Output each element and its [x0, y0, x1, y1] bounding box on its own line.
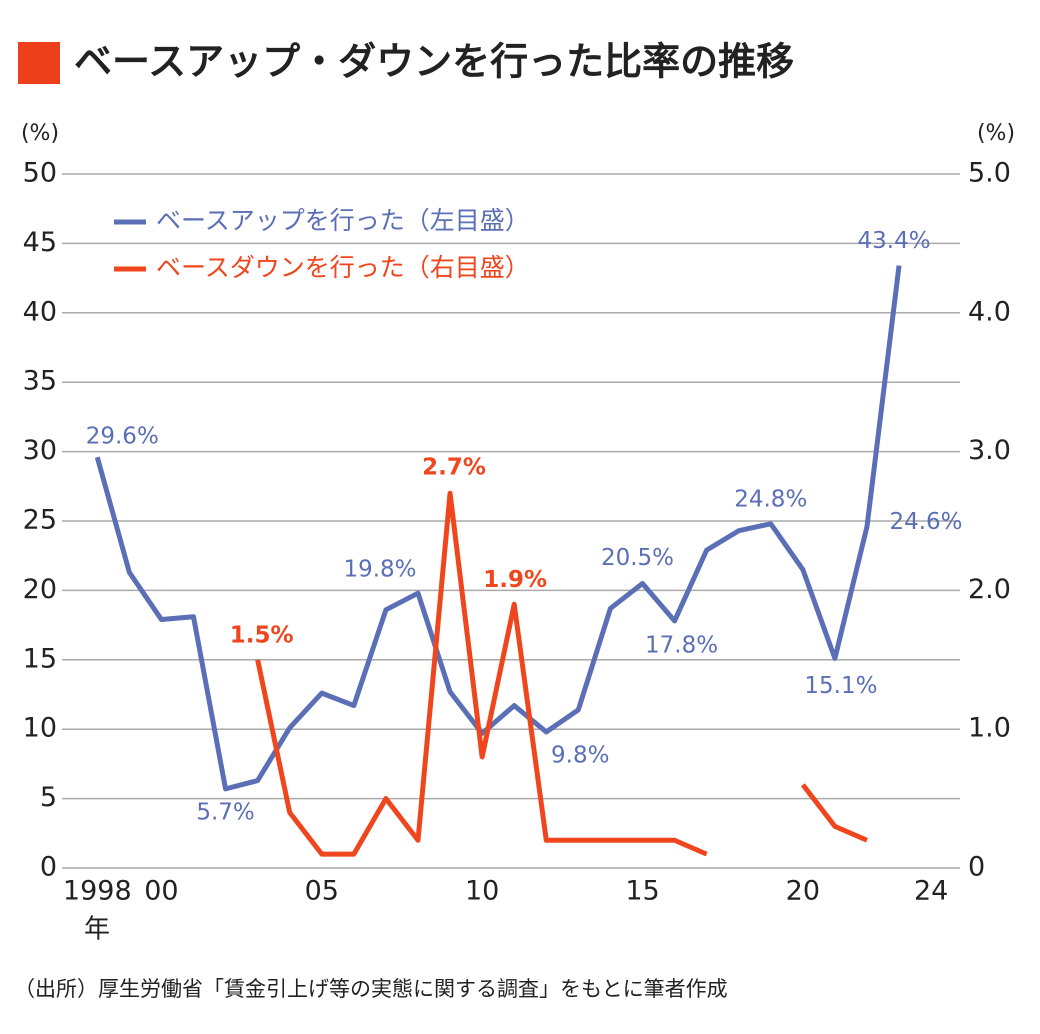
title-marker — [18, 42, 60, 84]
data-label: 1.9% — [483, 567, 547, 593]
y2-unit: (%) — [977, 121, 1015, 146]
y-unit: (%) — [21, 121, 59, 146]
x-tick-label: 20 — [786, 876, 820, 907]
data-label: 19.8% — [343, 557, 416, 583]
y-tick-label: 30 — [23, 435, 57, 466]
y-tick-label: 5 — [40, 782, 57, 813]
data-label: 15.1% — [804, 673, 877, 699]
data-label: 29.6% — [86, 424, 159, 450]
data-label: 9.8% — [551, 742, 609, 768]
legend-label: ベースアップを行った（左目盛） — [156, 206, 530, 235]
x-tick-label: 24 — [914, 876, 948, 907]
x-tick-label: 10 — [465, 876, 499, 907]
data-label: 43.4% — [858, 228, 931, 254]
x-tick-label: 1998 — [63, 876, 132, 907]
source-note: （出所）厚生労働省「賃金引上げ等の実態に関する調査」をもとに筆者作成 — [14, 977, 728, 1001]
series-line — [94, 265, 902, 792]
data-label: 1.5% — [230, 622, 294, 648]
y2-tick-label: 1.0 — [968, 713, 1011, 744]
chart-title: ベースアップ・ダウンを行った比率の推移 — [74, 40, 794, 84]
y-tick-label: 40 — [23, 296, 57, 327]
data-label: 5.7% — [196, 799, 254, 825]
data-label: 20.5% — [601, 545, 674, 571]
y-tick-label: 35 — [23, 366, 57, 397]
data-label: 2.7% — [422, 455, 486, 481]
data-label: 24.6% — [889, 509, 962, 535]
y2-tick-label: 2.0 — [968, 574, 1011, 605]
y-tick-label: 50 — [23, 158, 57, 189]
legend-label: ベースダウンを行った（右目盛） — [156, 253, 530, 282]
data-label: 24.8% — [734, 486, 807, 512]
y-tick-label: 15 — [23, 643, 57, 674]
series-line — [255, 490, 868, 857]
y2-tick-label: 5.0 — [968, 158, 1011, 189]
y-tick-label: 20 — [23, 574, 57, 605]
x-tick-label: 05 — [305, 876, 339, 907]
x-tick-label: 15 — [625, 876, 659, 907]
x-tick-label: 00 — [144, 876, 178, 907]
y2-tick-label: 0 — [968, 852, 985, 883]
y-tick-label: 0 — [40, 852, 57, 883]
data-label: 17.8% — [645, 632, 718, 658]
y-tick-label: 10 — [23, 713, 57, 744]
x-unit: 年 — [84, 915, 110, 945]
y-tick-label: 25 — [23, 505, 57, 536]
y-tick-label: 45 — [23, 227, 57, 258]
y2-tick-label: 3.0 — [968, 435, 1011, 466]
y2-tick-label: 4.0 — [968, 296, 1011, 327]
